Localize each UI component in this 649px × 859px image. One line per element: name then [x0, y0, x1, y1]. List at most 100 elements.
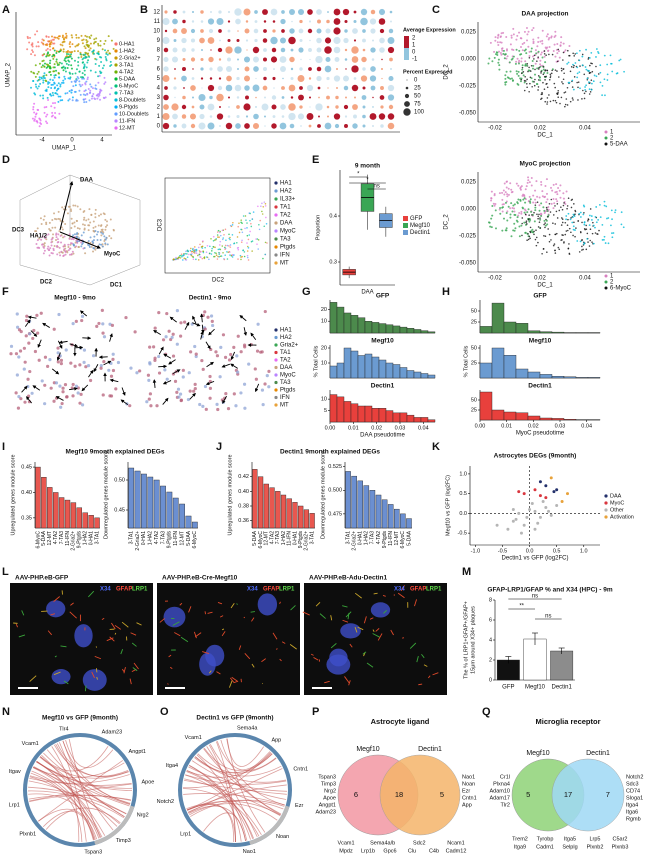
decor-dot [607, 217, 610, 219]
decor-dot [316, 37, 322, 44]
decor-dot [387, 46, 395, 54]
decor-fiber [238, 645, 242, 650]
decor-dot [70, 253, 73, 256]
decor-fiber [349, 643, 353, 648]
legend-label: 0-HA1 [119, 41, 135, 47]
decor-dot [83, 65, 86, 68]
x-tick-label: 3-TA1 [309, 531, 315, 544]
decor-dot [164, 10, 168, 14]
legend-label: 3-TA1 [119, 62, 134, 68]
decor-dot [98, 74, 101, 77]
decor-fiber [202, 651, 210, 655]
bar [381, 499, 388, 529]
decor-dot [500, 32, 503, 35]
decor-dot [209, 245, 211, 248]
decor-dot [509, 70, 512, 73]
hist-bar [385, 324, 394, 334]
legend-dot [114, 112, 118, 116]
decor-dot [262, 257, 264, 260]
decor-dot [189, 249, 192, 252]
decor-dot [362, 124, 366, 128]
decor-dot [537, 215, 540, 218]
decor-dot [224, 244, 227, 247]
decor-dot [35, 85, 38, 88]
decor-dot [603, 235, 606, 238]
row-label: 8 [157, 48, 161, 54]
decor-dot [50, 86, 53, 89]
set-label: Megf10 [356, 746, 379, 753]
decor-dot [606, 217, 608, 220]
decor-dot [265, 222, 268, 225]
decor-dot [263, 29, 267, 33]
decor-dot [272, 29, 276, 33]
decor-dot [55, 51, 58, 54]
decor-dot [203, 257, 206, 260]
set-label: Dectin1 [418, 746, 442, 753]
decor-dot [542, 248, 545, 250]
decor-dot [554, 249, 556, 252]
arrow [199, 313, 204, 323]
decor-dot [580, 231, 582, 234]
decor-dot [510, 34, 513, 37]
y-axis-label: 15μm around X34+ plaques [470, 606, 476, 674]
decor-dot [568, 44, 571, 47]
decor-dot [562, 59, 564, 61]
arrow [172, 369, 181, 375]
decor-dot [51, 226, 54, 229]
decor-dot [531, 228, 534, 231]
decor-dot [308, 67, 312, 71]
decor-dot [63, 235, 66, 238]
decor-dot [235, 18, 241, 25]
decor-dot [98, 214, 101, 217]
decor-dot [92, 239, 95, 242]
decor-dot [52, 70, 55, 73]
decor-dot [80, 34, 83, 37]
decor-dot [550, 186, 553, 189]
decor-dot [76, 205, 79, 208]
x-tick-label: 3-TA1 [94, 531, 100, 544]
decor-dot [206, 315, 210, 319]
decor-dot [203, 384, 208, 389]
hist-bar [551, 331, 565, 334]
gene-label: Vcam1 [22, 741, 39, 747]
x-tick-label: 2-Gria2+ [351, 531, 357, 551]
decor-dot [62, 208, 65, 211]
decor-dot [31, 336, 35, 341]
decor-dot [290, 67, 294, 71]
x-tick-label: 11-IFN [173, 531, 179, 546]
decor-dot [73, 225, 76, 228]
gene-label: Apoe [323, 795, 336, 801]
venn-count: 5 [440, 790, 444, 799]
bar [523, 638, 547, 681]
decor-dot [524, 80, 527, 82]
x-tick-label: Dectin1 [551, 685, 572, 691]
decor-dot [64, 36, 67, 39]
decor-dot [501, 49, 504, 52]
hist-bar [427, 331, 436, 334]
decor-dot [78, 227, 81, 230]
decor-dot [527, 238, 530, 241]
decor-dot [202, 240, 204, 242]
y-tick-label: 0.45 [21, 465, 32, 471]
decor-dot [504, 53, 507, 56]
legend-label: 1 [610, 274, 614, 280]
decor-fiber [244, 652, 251, 660]
arrow [69, 343, 79, 348]
decor-dot [85, 80, 88, 83]
decor-dot [60, 401, 64, 406]
decor-dot [280, 47, 286, 53]
y-tick-label: 4 [489, 637, 492, 643]
decor-dot [514, 213, 517, 216]
decor-dot [59, 254, 62, 257]
decor-dot [604, 242, 607, 244]
decor-dot [263, 76, 267, 81]
decor-dot [318, 96, 320, 99]
decor-dot [94, 40, 97, 43]
decor-dot [548, 37, 551, 40]
decor-dot [247, 238, 250, 241]
decor-dot [37, 45, 40, 48]
decor-dot [238, 222, 240, 224]
decor-dot [545, 201, 548, 204]
arrow [58, 340, 68, 344]
decor-dot [533, 54, 536, 57]
